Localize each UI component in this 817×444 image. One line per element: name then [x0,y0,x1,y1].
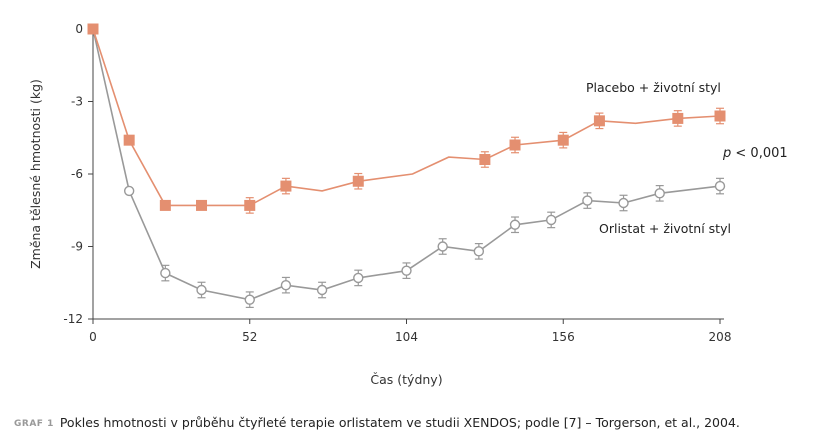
orlistat-point [196,284,207,296]
y-axis-label: Změna tělesné hmotnosti (kg) [28,79,43,269]
x-axis-label: Čas (týdny) [370,372,442,387]
orlistat-point [244,294,255,305]
figure-tag: GRAF 1 [14,419,54,429]
orlistat-point [582,195,593,206]
orlistat-point [160,267,171,279]
placebo-point [280,180,292,192]
placebo-point [509,139,521,151]
orlistat-point [353,272,364,284]
orlistat-point [401,265,412,276]
x-tick-label: 0 [89,330,97,344]
axes: 0 -3 -6 -9 -12 0 52 104 156 208 [63,22,731,344]
orlistat-point [618,197,629,209]
placebo-point [159,199,171,211]
x-tick-label: 104 [395,330,418,344]
orlistat-line [92,28,721,301]
orlistat-point [316,284,328,296]
x-tick-label: 208 [709,330,732,344]
series-label-placebo: Placebo + životní styl [586,80,721,95]
placebo-point [557,134,569,146]
placebo-point [87,23,99,35]
orlistat-point [280,279,292,291]
caption-text: Pokles hmotnosti v průběhu čtyřleté tera… [59,415,740,430]
placebo-line [92,28,721,207]
x-tick-label: 156 [552,330,575,344]
x-tick-label: 52 [242,330,257,344]
figure-caption: GRAF 1 Pokles hmotnosti v průběhu čtyřlet… [14,415,814,430]
placebo-point [714,110,726,122]
series-markers [87,23,726,308]
placebo-point [352,175,364,187]
placebo-point [244,199,256,211]
placebo-point [196,199,208,211]
p-value-prefix: p [722,146,731,161]
orlistat-point [123,185,135,197]
orlistat-point [437,241,448,252]
series-lines [92,28,721,301]
placebo-point [672,112,684,124]
orlistat-point [654,188,665,199]
y-tick-label: 0 [75,22,83,36]
y-tick-label: -12 [63,312,83,326]
placebo-point [479,154,491,165]
p-value-annotation: p < 0,001 [722,146,788,161]
series-label-orlistat: Orlistat + životní styl [599,221,731,236]
y-tick-label: -3 [71,95,83,109]
p-value-text: < 0,001 [731,146,787,161]
placebo-point [593,115,605,127]
y-tick-label: -9 [71,240,83,254]
y-tick-label: -6 [71,167,83,181]
chart-texts: Čas (týdny) Změna tělesné hmotnosti (kg)… [28,79,788,387]
placebo-point [123,134,135,146]
orlistat-point [509,219,521,230]
orlistat-point [473,246,485,257]
orlistat-point [714,180,726,192]
orlistat-point [545,214,557,226]
